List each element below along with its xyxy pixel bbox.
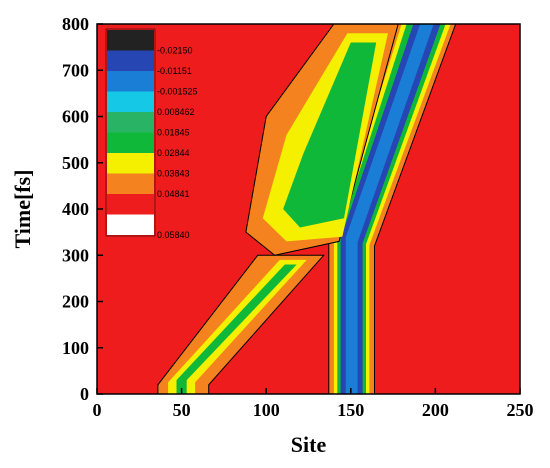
y-tick-label: 700 (62, 60, 89, 80)
plot-area (96, 23, 521, 395)
legend: -0.02150 -0.01151 -0.001525 0.008462 0.01845… (105, 28, 198, 240)
legend-label: -0.001525 (157, 87, 198, 97)
x-tick-label: 0 (93, 400, 102, 420)
contour-layer (283, 42, 377, 228)
y-tick-label: 300 (62, 245, 89, 265)
legend-frame (105, 28, 156, 237)
x-tick-label: 100 (253, 400, 280, 420)
x-tick-label: 250 (507, 400, 534, 420)
y-tick-label: 600 (62, 107, 89, 127)
y-tick-label: 400 (62, 199, 89, 219)
legend-label: -0.02150 (157, 46, 193, 56)
legend-swatch (107, 50, 154, 71)
band-scattered-region (245, 24, 399, 256)
contour-layer (345, 24, 434, 394)
legend-swatch (107, 214, 154, 235)
legend-swatch (107, 112, 154, 133)
band-diagonal-wavepacket (157, 254, 325, 394)
legend-swatch (107, 173, 154, 194)
y-tick-label: 0 (80, 384, 89, 404)
legend-label: 0.01845 (157, 128, 190, 138)
y-tick-label: 500 (62, 153, 89, 173)
x-tick-label: 150 (337, 400, 364, 420)
axis-ticks: 0 50 100 150 200 250 0 100 200 300 400 500 600 700 800 (62, 14, 534, 420)
legend-swatch (107, 91, 154, 112)
legend-swatch (107, 71, 154, 92)
x-tick-label: 50 (173, 400, 191, 420)
x-axis-title: Site (291, 432, 327, 457)
legend-swatch (107, 153, 154, 174)
legend-label: 0.008462 (157, 107, 195, 117)
y-tick-label: 100 (62, 338, 89, 358)
legend-swatch (107, 30, 154, 51)
legend-swatch (107, 194, 154, 215)
legend-swatch (107, 132, 154, 153)
legend-label: 0.05840 (157, 230, 190, 240)
legend-label: 0.04841 (157, 189, 190, 199)
contour-layer (337, 24, 446, 394)
legend-label: -0.01151 (157, 66, 192, 76)
legend-label: 0.02844 (157, 148, 190, 158)
y-tick-label: 800 (62, 14, 89, 34)
legend-label: 0.03843 (157, 169, 190, 179)
x-tick-label: 200 (422, 400, 449, 420)
y-tick-label: 200 (62, 292, 89, 312)
y-axis-title: Time[fs] (10, 169, 35, 248)
